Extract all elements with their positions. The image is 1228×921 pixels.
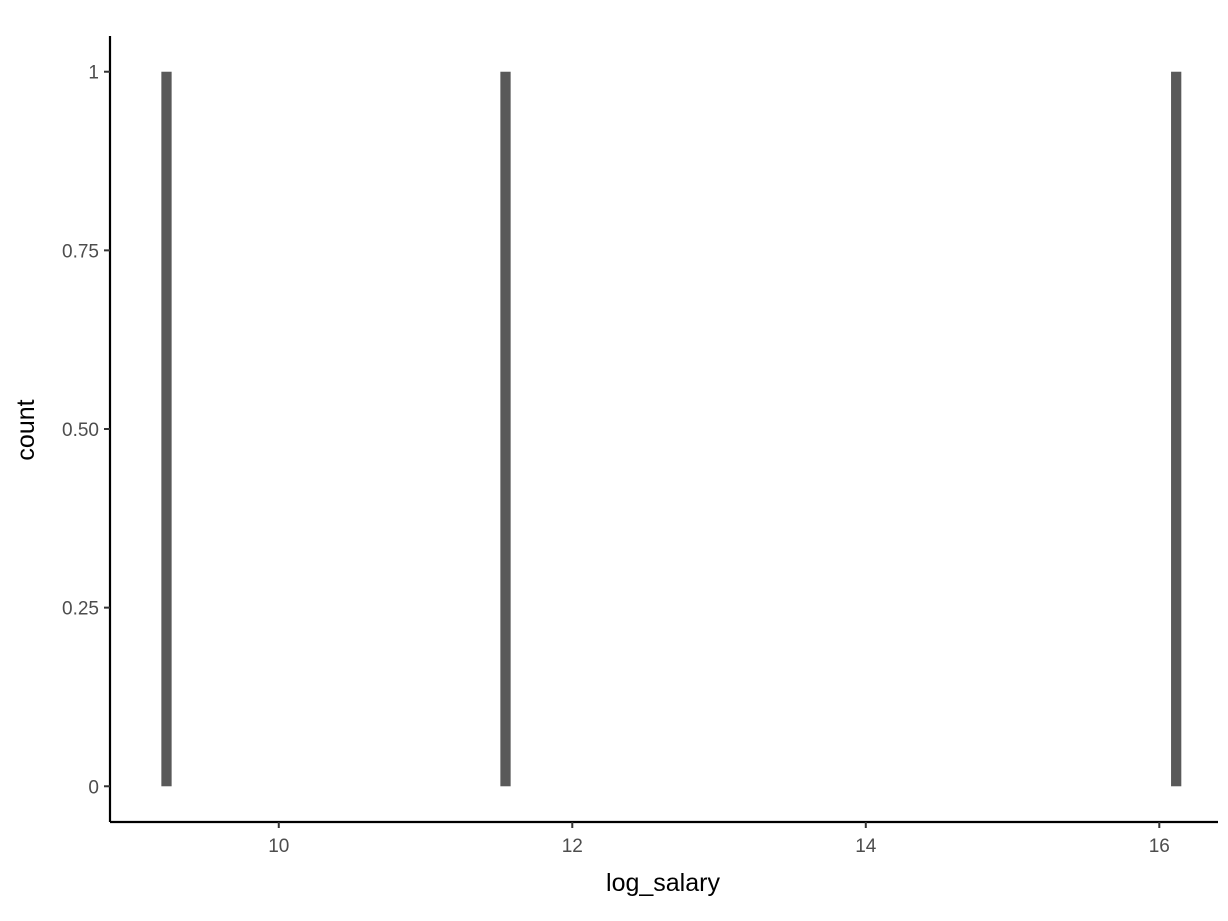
y-tick-label: 0 bbox=[88, 777, 99, 798]
y-tick-label: 1 bbox=[88, 63, 99, 84]
bars-group bbox=[161, 71, 1182, 787]
x-tick-label: 10 bbox=[268, 836, 289, 857]
x-tick-label: 12 bbox=[562, 836, 583, 857]
x-axis-title: log_salary bbox=[606, 869, 720, 897]
histogram-bar-1 bbox=[161, 71, 172, 787]
histogram-bar-3 bbox=[1171, 71, 1182, 787]
y-tick-label: 0.50 bbox=[62, 420, 99, 441]
y-axis-title: count bbox=[12, 399, 40, 460]
histogram-bar-2 bbox=[500, 71, 511, 787]
y-ticks-group: 0 0.25 0.50 0.75 1 bbox=[62, 63, 110, 798]
y-tick-label: 0.75 bbox=[62, 241, 99, 262]
x-ticks-group: 10 12 14 16 bbox=[268, 822, 1170, 857]
x-tick-label: 16 bbox=[1149, 836, 1170, 857]
y-tick-label: 0.25 bbox=[62, 599, 99, 620]
x-tick-label: 14 bbox=[855, 836, 877, 857]
